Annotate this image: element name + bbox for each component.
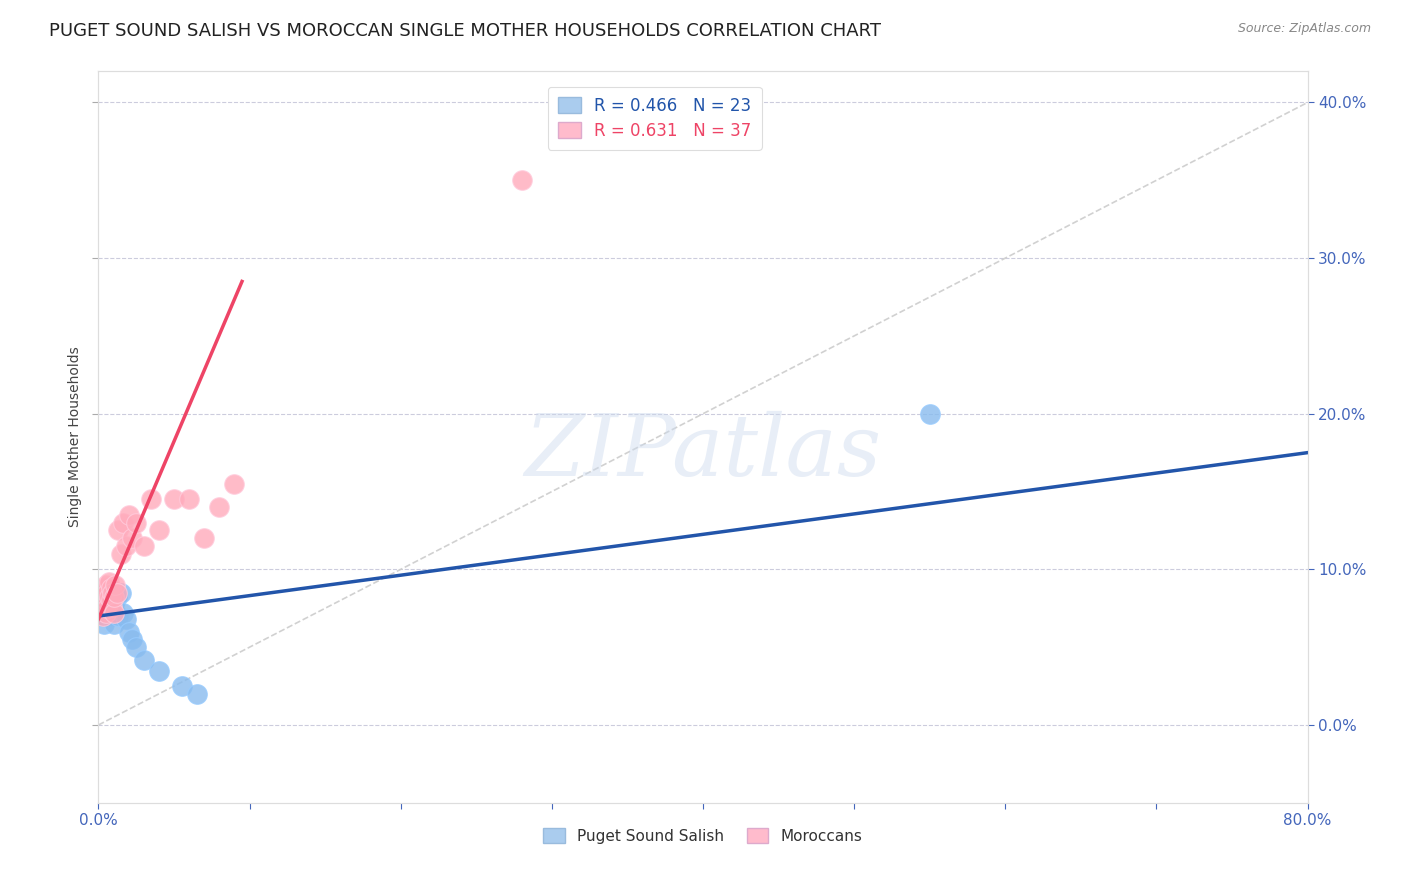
Point	[96, 593, 118, 607]
Point	[93, 581, 115, 595]
Point	[186, 687, 208, 701]
Point	[98, 609, 121, 624]
Point	[105, 585, 128, 599]
Point	[100, 601, 122, 615]
Point	[121, 531, 143, 545]
Point	[101, 606, 124, 620]
Point	[98, 591, 121, 605]
Point	[148, 524, 170, 538]
Text: Source: ZipAtlas.com: Source: ZipAtlas.com	[1237, 22, 1371, 36]
Point	[107, 609, 129, 624]
Point	[100, 585, 122, 599]
Point	[118, 508, 141, 522]
Point	[148, 664, 170, 678]
Point	[132, 539, 155, 553]
Point	[96, 601, 118, 615]
Point	[94, 578, 117, 592]
Point	[125, 640, 148, 655]
Point	[103, 616, 125, 631]
Point	[94, 593, 117, 607]
Point	[163, 492, 186, 507]
Point	[121, 632, 143, 647]
Point	[118, 624, 141, 639]
Point	[110, 547, 132, 561]
Point	[100, 581, 122, 595]
Point	[110, 585, 132, 599]
Point	[193, 531, 215, 545]
Point	[224, 476, 246, 491]
Point	[90, 593, 112, 607]
Point	[208, 500, 231, 515]
Point	[93, 616, 115, 631]
Legend: Puget Sound Salish, Moroccans: Puget Sound Salish, Moroccans	[537, 822, 869, 850]
Point	[94, 601, 117, 615]
Point	[103, 606, 125, 620]
Point	[94, 606, 117, 620]
Point	[107, 524, 129, 538]
Text: ZIPatlas: ZIPatlas	[524, 410, 882, 493]
Point	[98, 574, 121, 589]
Point	[105, 591, 128, 605]
Point	[93, 591, 115, 605]
Text: PUGET SOUND SALISH VS MOROCCAN SINGLE MOTHER HOUSEHOLDS CORRELATION CHART: PUGET SOUND SALISH VS MOROCCAN SINGLE MO…	[49, 22, 882, 40]
Point	[111, 516, 134, 530]
Point	[114, 539, 136, 553]
Point	[179, 492, 201, 507]
Point	[101, 585, 124, 599]
Point	[91, 597, 114, 611]
Point	[170, 679, 193, 693]
Point	[101, 599, 124, 614]
Point	[510, 173, 533, 187]
Point	[103, 591, 125, 605]
Point	[103, 597, 125, 611]
Point	[91, 609, 114, 624]
Point	[90, 601, 112, 615]
Point	[114, 612, 136, 626]
Point	[141, 492, 163, 507]
Point	[111, 606, 134, 620]
Y-axis label: Single Mother Households: Single Mother Households	[67, 347, 82, 527]
Point	[132, 652, 155, 666]
Point	[96, 585, 118, 599]
Point	[125, 516, 148, 530]
Point	[100, 593, 122, 607]
Point	[104, 578, 127, 592]
Point	[918, 407, 941, 421]
Point	[91, 609, 114, 624]
